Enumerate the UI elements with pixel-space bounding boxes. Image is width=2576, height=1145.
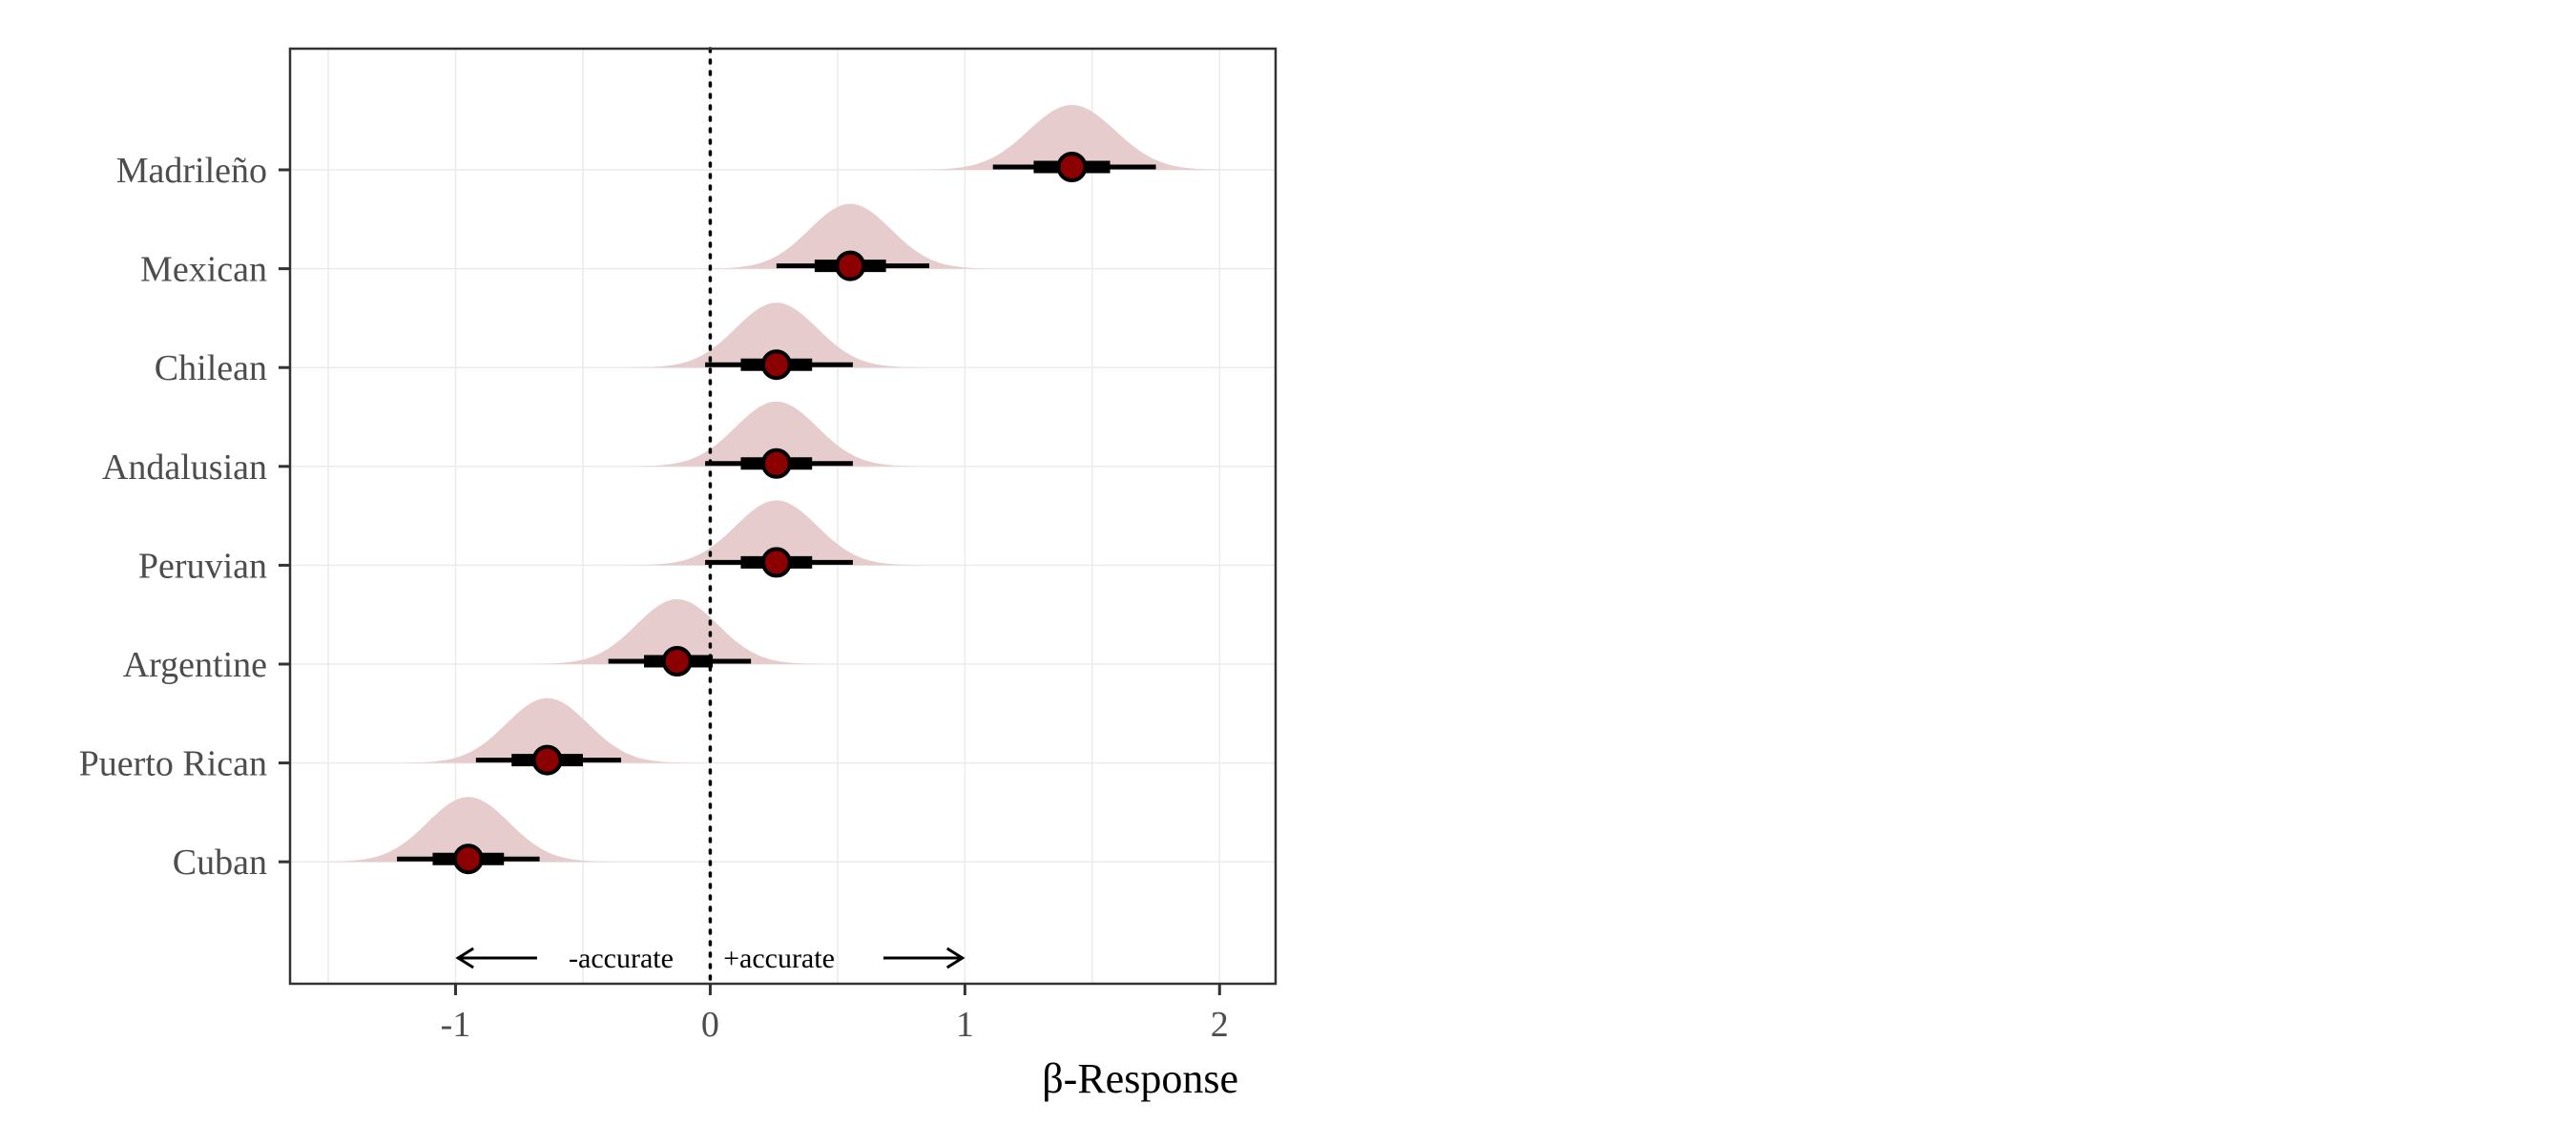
median-point-puerto-rican	[531, 744, 563, 776]
y-tick-label: Mexican	[140, 250, 267, 290]
x-tick-label: -1	[441, 1005, 471, 1045]
x-axis: -1 0 1 2	[441, 984, 1229, 1045]
median-point-madrile-o	[1056, 152, 1088, 182]
density-chilean	[630, 302, 924, 368]
y-tick-label: Peruvian	[138, 546, 267, 586]
y-axis: Madrileño Mexican Chilean Andalusian Peruvia…	[79, 151, 290, 883]
accuracy-annotations: -accurate +accurate	[455, 943, 966, 974]
density-argentine	[530, 599, 824, 664]
median-point-argentine	[661, 646, 693, 677]
median-point-cuban	[452, 843, 484, 875]
y-tick-label: Chilean	[155, 348, 267, 388]
annotation-minus-accurate: -accurate	[569, 943, 674, 974]
y-tick-label: Andalusian	[102, 448, 267, 488]
annotation-arrow-head	[455, 947, 474, 969]
density-peruvian	[630, 500, 924, 566]
density-layer	[322, 105, 1228, 863]
density-mexican	[703, 203, 997, 269]
interval-layer	[397, 152, 1156, 875]
x-tick-label: 2	[1211, 1005, 1229, 1045]
y-tick-label: Cuban	[173, 843, 267, 883]
median-point-mexican	[835, 250, 866, 281]
median-point-andalusian	[760, 448, 792, 479]
density-andalusian	[630, 401, 924, 467]
annotation-arrow-head	[945, 947, 966, 969]
panel-border	[288, 47, 1278, 986]
density-madrile-o	[916, 105, 1228, 170]
y-tick-label: Argentine	[123, 645, 267, 685]
y-tick-label: Puerto Rican	[79, 744, 267, 784]
x-tick-label: 1	[956, 1005, 974, 1045]
median-point-chilean	[760, 349, 792, 381]
y-tick-label: Madrileño	[116, 151, 267, 191]
density-puerto-rican	[400, 697, 695, 763]
annotation-plus-accurate: +accurate	[723, 943, 835, 974]
density-cuban	[322, 797, 615, 863]
median-point-peruvian	[760, 547, 792, 578]
x-tick-label: 0	[701, 1005, 719, 1045]
x-axis-title: β-Response	[1042, 1055, 1238, 1102]
